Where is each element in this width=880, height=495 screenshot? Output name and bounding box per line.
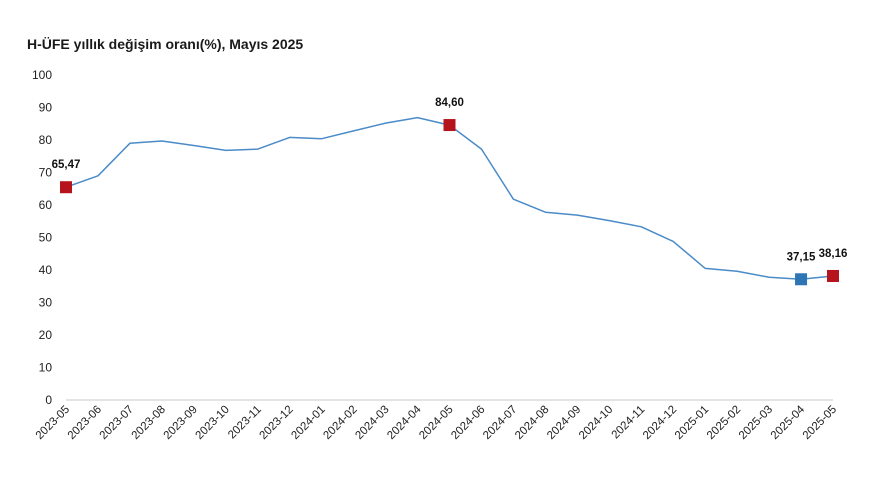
chart-title: H-ÜFE yıllık değişim oranı(%), Mayıs 202… xyxy=(27,36,304,52)
y-tick-label: 0 xyxy=(45,393,52,407)
x-tick-label: 2024-07 xyxy=(481,404,519,442)
x-tick-label: 2025-04 xyxy=(769,403,808,442)
x-tick-label: 2024-05 xyxy=(417,404,455,442)
markers-group xyxy=(60,119,839,286)
x-tick-label: 2023-06 xyxy=(66,404,104,442)
highlight-marker xyxy=(443,119,456,132)
x-tick-label: 2024-09 xyxy=(545,404,583,442)
x-tick-label: 2023-09 xyxy=(162,404,200,442)
highlight-marker xyxy=(795,273,808,286)
data-label: 37,15 xyxy=(787,251,816,263)
y-tick-label: 40 xyxy=(39,263,53,277)
x-tick-label: 2023-10 xyxy=(194,404,232,442)
x-tick-label: 2024-12 xyxy=(641,404,679,442)
y-tick-label: 60 xyxy=(39,198,53,212)
series-group xyxy=(65,116,834,281)
data-labels-group: 65,47 84,60 37,15 38,16 xyxy=(52,97,848,263)
series-line xyxy=(65,116,834,281)
data-label: 65,47 xyxy=(52,159,81,171)
y-tick-label: 100 xyxy=(32,68,52,82)
y-tick-label: 20 xyxy=(39,328,53,342)
x-axis: 2023-052023-062023-072023-082023-092023-… xyxy=(34,399,839,442)
y-tick-label: 50 xyxy=(39,231,53,245)
x-tick-label: 2023-05 xyxy=(34,404,72,442)
data-label: 84,60 xyxy=(435,97,464,109)
x-tick-label: 2024-01 xyxy=(289,404,327,442)
y-axis: 0 10 20 30 40 50 60 70 80 90 100 xyxy=(32,68,52,407)
x-tick-label: 2023-07 xyxy=(98,404,136,442)
x-tick-label: 2023-11 xyxy=(226,404,264,442)
x-tick-label: 2025-02 xyxy=(705,404,743,442)
x-tick-label: 2024-06 xyxy=(449,404,487,442)
y-tick-label: 10 xyxy=(39,361,53,375)
highlight-marker xyxy=(827,269,839,282)
y-tick-label: 80 xyxy=(39,133,53,147)
x-tick-label: 2024-11 xyxy=(610,404,648,442)
highlight-marker xyxy=(60,181,72,194)
x-tick-label: 2024-04 xyxy=(385,403,424,442)
y-tick-label: 70 xyxy=(39,166,53,180)
x-tick-label: 2023-12 xyxy=(257,404,295,442)
x-tick-label: 2024-08 xyxy=(513,404,551,442)
data-label: 38,16 xyxy=(819,248,848,260)
x-tick-label: 2025-05 xyxy=(801,404,839,442)
x-tick-label: 2025-03 xyxy=(737,404,775,442)
x-tick-label: 2024-03 xyxy=(353,404,391,442)
x-tick-label: 2025-01 xyxy=(673,404,711,442)
y-tick-label: 90 xyxy=(39,101,53,115)
x-tick-label: 2024-02 xyxy=(321,404,359,442)
x-tick-label: 2024-10 xyxy=(577,404,615,442)
x-tick-label: 2023-08 xyxy=(130,404,168,442)
y-tick-label: 30 xyxy=(39,296,53,310)
